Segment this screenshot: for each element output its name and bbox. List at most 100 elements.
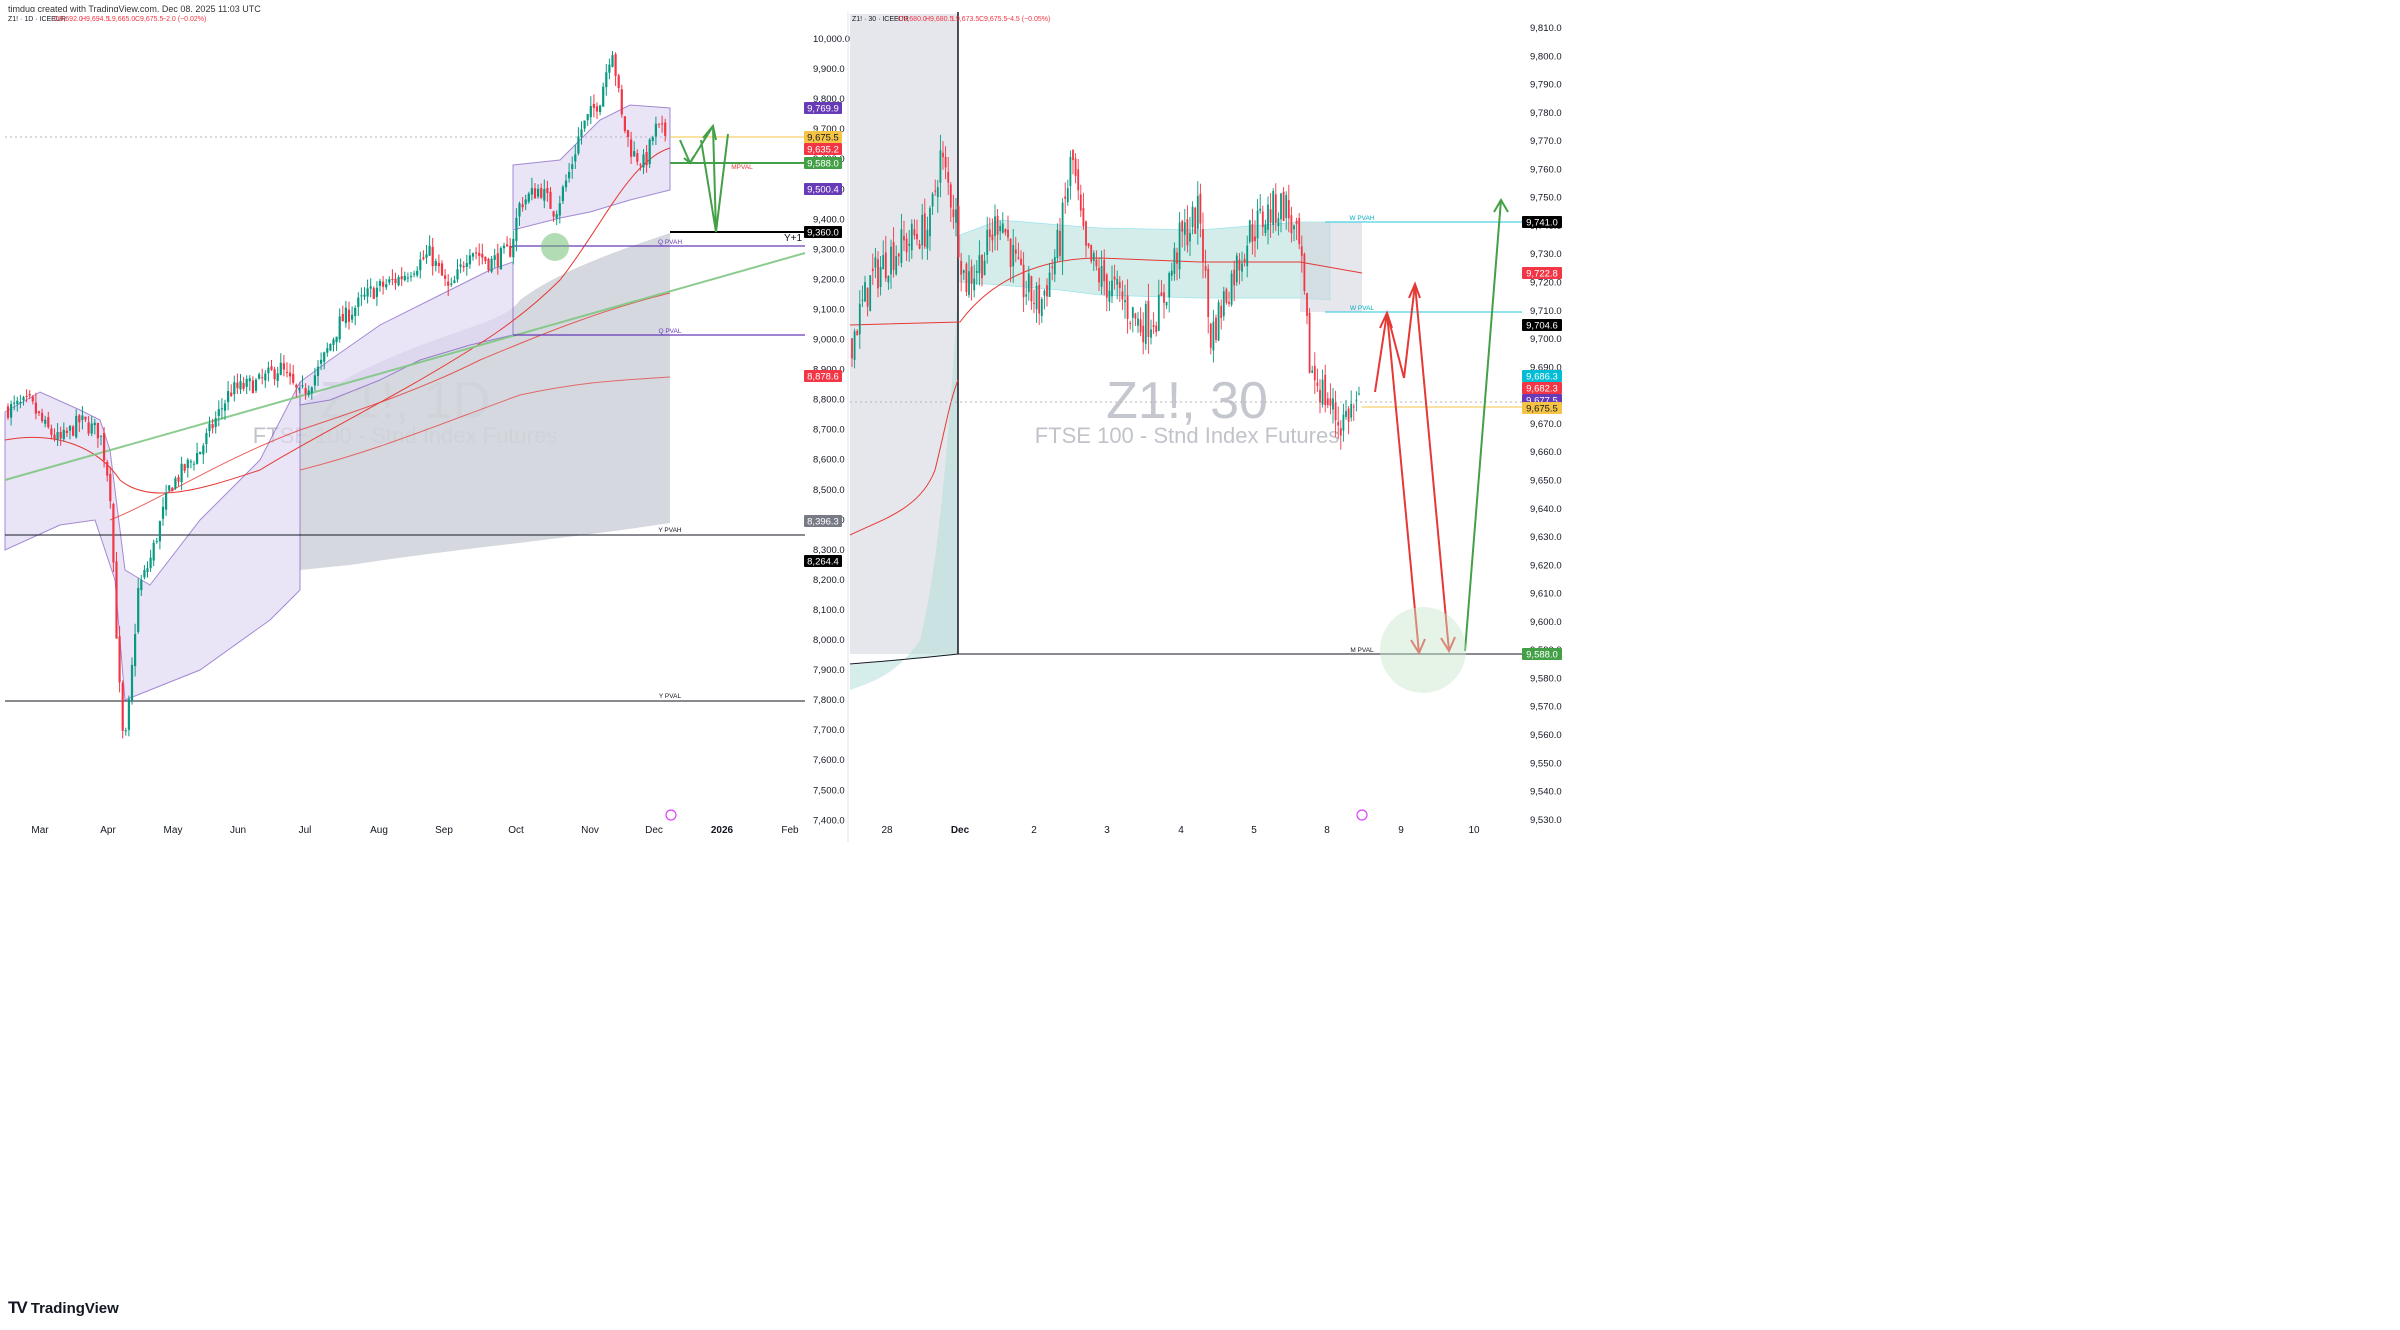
- left-chart-pane[interactable]: Z1!, 1DFTSE 100 - Stnd Index FuturesY+1Q…: [0, 12, 850, 842]
- left-ma-slow: [299, 376, 671, 471]
- candle-body: [462, 266, 465, 268]
- candle-body: [1313, 365, 1316, 381]
- candle-body: [134, 634, 137, 667]
- candle-body: [574, 154, 577, 162]
- candle-body: [1072, 150, 1074, 161]
- right-price-badge: [1522, 402, 1562, 414]
- right-price-badge-label: 9,677.5: [1526, 396, 1558, 407]
- candle-body: [934, 190, 937, 192]
- left-price-badge-label: 9,500.4: [807, 185, 839, 196]
- right-event-icon[interactable]: [1356, 809, 1368, 821]
- candle-body: [981, 255, 983, 279]
- left-ohlc-value: C9,675.5: [135, 16, 164, 23]
- candle-body: [1033, 303, 1035, 305]
- candle-body: [295, 384, 298, 388]
- left-event-icon[interactable]: [665, 809, 677, 821]
- candle-body: [137, 587, 140, 632]
- candle-body: [599, 105, 602, 113]
- tradingview-logo[interactable]: TV TradingView: [8, 1298, 119, 1318]
- left-price-badge: [804, 131, 842, 143]
- right-projection-red-1: [1374, 312, 1405, 393]
- right-x-tick-label: 5: [1251, 825, 1257, 836]
- left-price-badge: [804, 515, 842, 527]
- candle-body: [397, 277, 400, 286]
- chart-author-line: timdug created with TradingView.com, Dec…: [8, 4, 261, 14]
- candle-body: [53, 434, 56, 440]
- left-level-label: Y PVAL: [659, 693, 682, 700]
- candle-body: [1061, 202, 1064, 261]
- right-x-tick-label: 10: [1468, 825, 1480, 836]
- candle-body: [68, 425, 72, 431]
- candle-body: [903, 235, 905, 241]
- candle-body: [450, 283, 453, 285]
- candle-body: [1235, 255, 1238, 283]
- right-price-badge: [1522, 319, 1562, 331]
- right-y-tick-label: 9,620.0: [1530, 560, 1562, 571]
- left-x-tick-label: Jul: [299, 825, 312, 836]
- candle-body: [1324, 374, 1327, 405]
- candle-body: [146, 568, 149, 573]
- left-price-axis[interactable]: 10,000.09,900.09,800.09,700.09,600.09,50…: [804, 34, 850, 826]
- candle-body: [65, 430, 68, 433]
- candle-body: [149, 557, 152, 569]
- right-projection-red-3: [1386, 312, 1420, 654]
- candle-body: [1277, 218, 1280, 227]
- candle-body: [1087, 243, 1090, 247]
- candle-body: [1347, 408, 1350, 422]
- right-y-tick-label: 9,760.0: [1530, 164, 1562, 175]
- candle-body: [983, 260, 986, 276]
- candle-body: [1134, 313, 1137, 319]
- candle-body: [363, 294, 366, 297]
- candle-body: [1001, 223, 1004, 233]
- left-price-badge: [804, 143, 842, 155]
- candle-body: [1267, 204, 1269, 230]
- candle-body: [586, 114, 589, 121]
- candle-body: [1040, 299, 1043, 317]
- candle-body: [1306, 292, 1308, 316]
- right-x-tick-label: Dec: [951, 825, 970, 836]
- right-price-badge: [1522, 648, 1562, 660]
- candle-body: [471, 253, 475, 257]
- candle-body: [456, 269, 459, 280]
- candle-body: [264, 373, 267, 381]
- candle-body: [630, 139, 633, 157]
- candle-body: [313, 375, 316, 386]
- right-highlight-circle: [1380, 607, 1466, 693]
- left-ohlc-value: H9,694.5: [81, 16, 110, 23]
- candle-body: [487, 258, 490, 271]
- candle-body: [1170, 270, 1173, 276]
- candle-body: [1225, 289, 1228, 303]
- candle-body: [571, 164, 574, 170]
- candle-body: [620, 89, 623, 115]
- candle-body: [96, 422, 99, 439]
- right-y-tick-label: 9,650.0: [1530, 475, 1562, 486]
- candle-body: [890, 246, 892, 275]
- candle-body: [351, 314, 354, 320]
- candle-body: [87, 422, 90, 434]
- candle-body: [664, 122, 667, 136]
- candle-body: [1272, 190, 1275, 225]
- candle-body: [242, 383, 245, 389]
- candle-body: [428, 245, 431, 256]
- candle-body: [329, 343, 332, 351]
- left-price-badge-label: 9,675.5: [807, 133, 839, 144]
- candle-body: [16, 400, 19, 405]
- candle-body: [910, 223, 913, 251]
- candle-body: [533, 188, 537, 199]
- right-price-axis[interactable]: 9,810.0 9,800.0 9,790.0 9,780.0 9,770.0 9,760…: [1522, 23, 1562, 826]
- candle-body: [211, 424, 214, 429]
- candle-body: [543, 189, 546, 201]
- right-y-tick-label: 9,600.0: [1530, 617, 1562, 628]
- right-y-tick-label: 9,770.0: [1530, 136, 1562, 147]
- candle-body: [320, 359, 323, 364]
- candle-body: [913, 229, 916, 236]
- candle-body: [301, 385, 304, 387]
- candle-body: [866, 287, 869, 307]
- candle-body: [1261, 211, 1264, 228]
- right-y-tick-label: 9,750.0: [1530, 193, 1562, 204]
- candle-body: [1103, 260, 1106, 282]
- candle-body: [561, 186, 564, 202]
- candle-body: [90, 423, 93, 434]
